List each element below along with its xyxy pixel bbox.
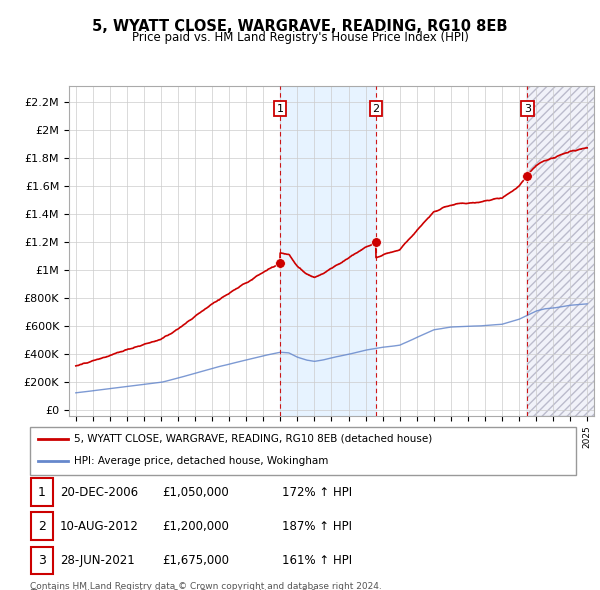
Text: £1,050,000: £1,050,000 xyxy=(162,486,229,499)
Bar xyxy=(527,86,596,416)
Bar xyxy=(280,86,376,416)
Text: 5, WYATT CLOSE, WARGRAVE, READING, RG10 8EB: 5, WYATT CLOSE, WARGRAVE, READING, RG10 … xyxy=(92,19,508,34)
Text: 172% ↑ HPI: 172% ↑ HPI xyxy=(282,486,352,499)
Text: 1: 1 xyxy=(277,104,283,114)
Text: 3: 3 xyxy=(38,554,46,567)
Text: 161% ↑ HPI: 161% ↑ HPI xyxy=(282,554,352,567)
Text: This data is licensed under the Open Government Licence v3.0.: This data is licensed under the Open Gov… xyxy=(30,589,319,590)
Text: 2: 2 xyxy=(38,520,46,533)
Text: 1: 1 xyxy=(38,486,46,499)
Text: 20-DEC-2006: 20-DEC-2006 xyxy=(60,486,138,499)
Text: £1,200,000: £1,200,000 xyxy=(162,520,229,533)
Text: 28-JUN-2021: 28-JUN-2021 xyxy=(60,554,135,567)
Text: HPI: Average price, detached house, Wokingham: HPI: Average price, detached house, Woki… xyxy=(74,457,328,467)
Text: 5, WYATT CLOSE, WARGRAVE, READING, RG10 8EB (detached house): 5, WYATT CLOSE, WARGRAVE, READING, RG10 … xyxy=(74,434,432,444)
Text: 2: 2 xyxy=(373,104,380,114)
Text: Contains HM Land Registry data © Crown copyright and database right 2024.: Contains HM Land Registry data © Crown c… xyxy=(30,582,382,590)
Text: £1,675,000: £1,675,000 xyxy=(162,554,229,567)
Text: 10-AUG-2012: 10-AUG-2012 xyxy=(60,520,139,533)
Text: Price paid vs. HM Land Registry's House Price Index (HPI): Price paid vs. HM Land Registry's House … xyxy=(131,31,469,44)
Text: 187% ↑ HPI: 187% ↑ HPI xyxy=(282,520,352,533)
Bar xyxy=(527,86,596,416)
Text: 3: 3 xyxy=(524,104,531,114)
